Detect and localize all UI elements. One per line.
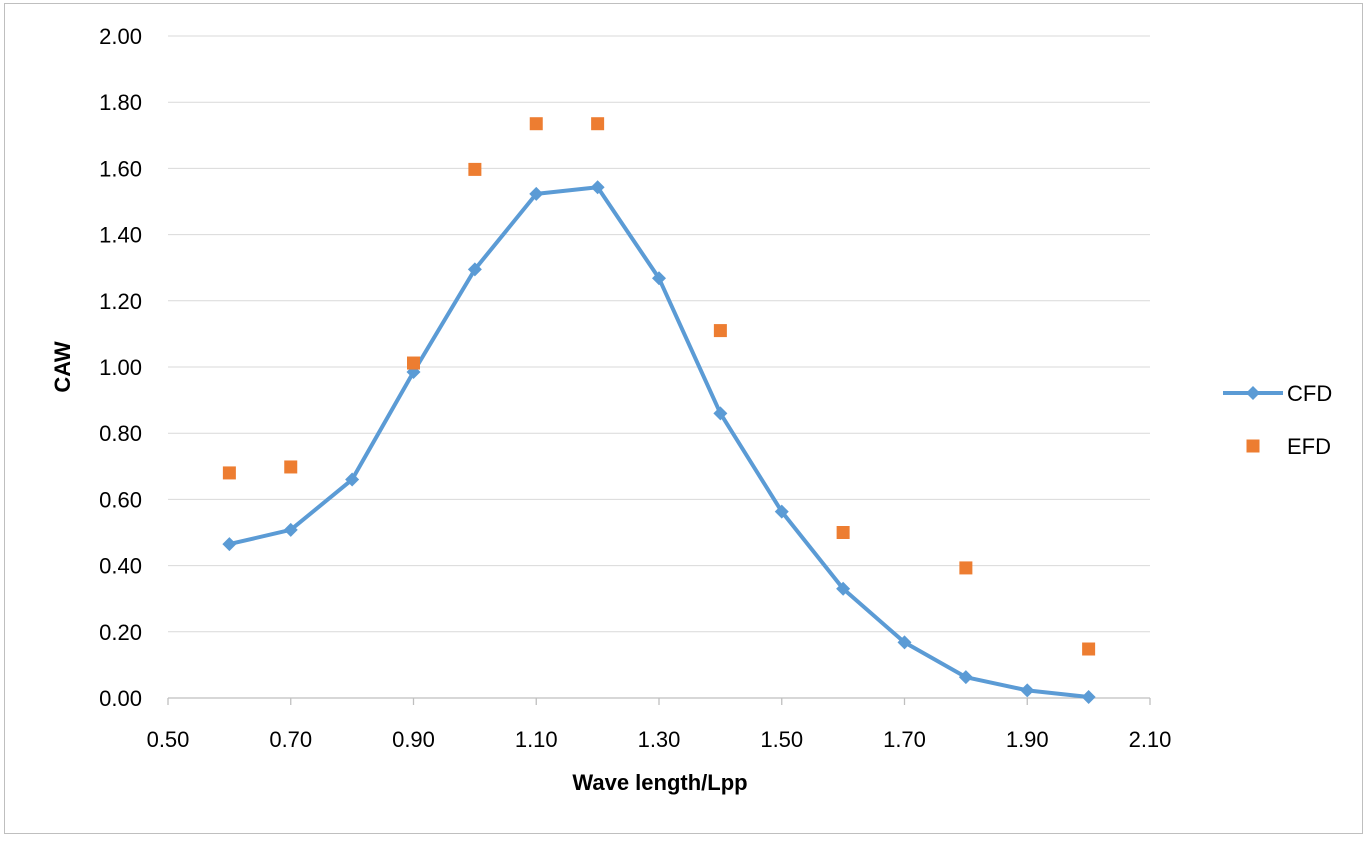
legend: CFD EFD (1223, 381, 1332, 459)
legend-cfd-label: CFD (1287, 381, 1332, 406)
gridlines (168, 35, 1150, 633)
y-tick-label: 0.40 (99, 554, 142, 579)
y-tick-label: 1.80 (99, 90, 142, 115)
efd-data-point (222, 466, 236, 480)
legend-cfd-marker (1246, 386, 1260, 400)
cfd-data-point (713, 406, 728, 421)
cfd-data-point (529, 186, 544, 201)
efd-data-point (468, 162, 482, 176)
x-tick-label: 1.30 (638, 727, 681, 752)
efd-data-point (1082, 642, 1096, 656)
x-tick-label: 1.50 (760, 727, 803, 752)
x-tick-label: 1.90 (1006, 727, 1049, 752)
cfd-data-point (897, 635, 912, 650)
x-tick-label: 1.70 (883, 727, 926, 752)
y-tick-label: 1.60 (99, 156, 142, 181)
x-tick-label: 0.90 (392, 727, 435, 752)
y-tick-label: 0.00 (99, 686, 142, 711)
y-tick-label: 0.60 (99, 487, 142, 512)
cfd-series-line (227, 185, 1091, 700)
cfd-data-point (283, 522, 298, 537)
efd-data-point (836, 526, 850, 539)
efd-data-point (407, 356, 420, 370)
y-tick-label: 1.40 (99, 223, 142, 248)
axes: 0.00 0.20 0.40 0.60 0.80 1.00 1.20 1.40 1.60 1.80… (99, 24, 1171, 752)
cfd-data-point (222, 537, 237, 552)
y-tick-label: 1.00 (99, 355, 142, 380)
y-tick-label: 2.00 (99, 24, 142, 49)
legend-efd-marker (1246, 439, 1260, 453)
efd-data-point (284, 460, 298, 474)
x-tick-label: 0.50 (147, 727, 190, 752)
efd-data-point (713, 324, 727, 338)
cfd-data-point (836, 581, 851, 596)
cfd-data-point (467, 262, 482, 277)
x-axis-title: Wave length/Lpp (572, 770, 747, 795)
y-tick-label: 0.20 (99, 620, 142, 645)
cfd-data-point (774, 504, 789, 519)
cfd-data-point (590, 180, 605, 195)
cfd-data-point (1081, 690, 1096, 705)
x-tick-label: 2.10 (1129, 727, 1172, 752)
efd-data-point (529, 117, 543, 131)
cfd-data-point (345, 472, 360, 487)
cfd-data-point (958, 670, 973, 685)
x-tick-label: 1.10 (515, 727, 558, 752)
x-tick-label: 0.70 (269, 727, 312, 752)
cfd-data-point (1020, 683, 1035, 698)
efd-data-point (959, 561, 973, 575)
cfd-data-point (652, 271, 666, 286)
y-axis-title: CAW (50, 341, 75, 393)
y-tick-label: 1.20 (99, 289, 142, 314)
y-tick-label: 0.80 (99, 421, 142, 446)
legend-efd-label: EFD (1287, 434, 1331, 459)
plot-series (222, 117, 1096, 705)
efd-data-point (591, 117, 605, 131)
chart-area (4, 3, 1363, 834)
